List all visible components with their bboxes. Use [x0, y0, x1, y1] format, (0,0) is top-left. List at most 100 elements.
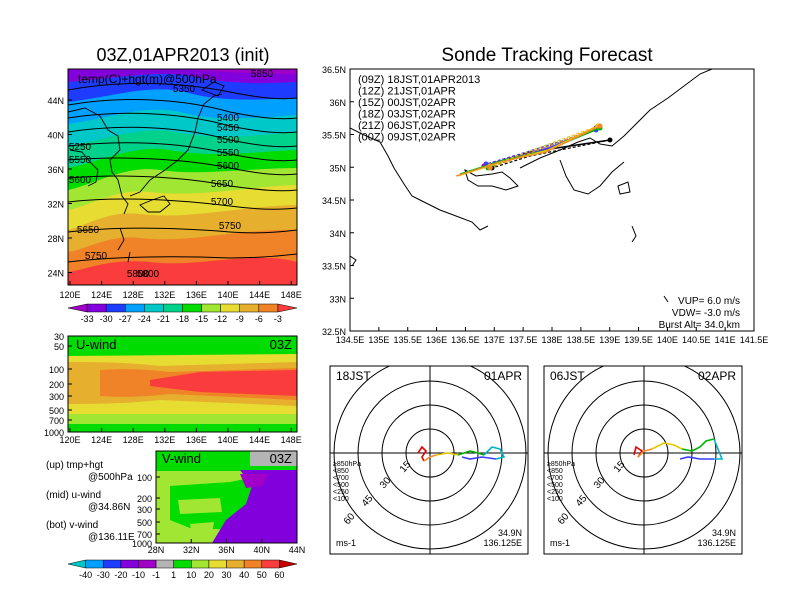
pressure-tick-label: 1000	[132, 539, 152, 549]
hodograph-lon: 136.125E	[483, 538, 522, 548]
lon-tick-label: 136E	[186, 290, 207, 300]
lat-tick-label: 32N	[47, 200, 64, 210]
hodograph-trace	[483, 446, 506, 460]
note-line1: (up) tmp+hgt	[46, 460, 103, 471]
hodo-legend-entry: <500	[547, 482, 563, 489]
ring-label: 30	[378, 475, 394, 491]
lon-tick-label: 124E	[91, 290, 112, 300]
colorbar-swatch	[182, 303, 202, 313]
hodograph-units: ms-1	[550, 538, 570, 548]
ring-label: 45	[360, 493, 376, 509]
hodo-legend-entry: <500	[333, 482, 349, 489]
left-title: 03Z,01APR2013 (init)	[96, 45, 269, 65]
hodo-legend-entry: <250	[547, 489, 563, 496]
lat-tick-label: 33.5N	[322, 262, 346, 272]
hodo-legend-entry: <850	[547, 468, 563, 475]
colorbar-swatch	[144, 303, 164, 313]
colorbar-label: 40	[239, 570, 249, 580]
contour-label: 5350	[173, 84, 196, 95]
lon-tick-label: 138E	[541, 335, 562, 345]
pressure-tick-label: 50	[54, 342, 64, 352]
descent-speed: VDW= -3.0 m/s	[672, 308, 740, 319]
contour-label: 5700	[211, 197, 234, 208]
colorbar-swatch	[258, 303, 279, 313]
pressure-tick-label: 300	[49, 392, 64, 402]
hodograph-time: 06JST	[550, 369, 585, 383]
descent-track	[489, 125, 599, 167]
colorbar-swatch	[102, 559, 122, 569]
colorbar-swatch	[86, 303, 107, 313]
lat-tick-label: 36N	[47, 165, 64, 175]
colorbar-label: -12	[214, 314, 227, 324]
pressure-tick-label: 500	[137, 518, 152, 528]
descent-track	[485, 129, 597, 165]
hodo-legend-entry: ≥850hPa	[333, 461, 361, 468]
upper-panel-label: temp(C)+hgt(m)@500hPa	[78, 72, 217, 86]
pressure-tick-label: 30	[54, 332, 64, 342]
hodograph-trace	[423, 454, 437, 462]
colorbar-label: 20	[204, 570, 214, 580]
hodo-legend-entry: <700	[333, 475, 349, 482]
lon-tick-label: 139E	[599, 335, 620, 345]
pressure-tick-label: 200	[49, 380, 64, 390]
note-line1: (mid) u-wind	[46, 490, 101, 501]
track-map-coastline	[350, 69, 713, 303]
colorbar-swatch	[67, 559, 86, 569]
track-lat-ticks: 36.5N 36N 35.5N 35N 34.5N 34N 33.5N 33N 32.5N	[322, 65, 354, 337]
lon-tick-label: 136.5E	[451, 335, 480, 345]
contour-label: 5450	[217, 123, 240, 134]
colorbar-swatch	[226, 559, 245, 569]
lon-tick-label: 135E	[368, 335, 389, 345]
hodograph-date: 01APR	[484, 369, 522, 383]
colorbar-swatch	[201, 303, 221, 313]
lat-tick-label: 36N	[218, 545, 235, 555]
pressure-tick-label: 300	[137, 505, 152, 515]
u-wind-fill	[68, 336, 297, 432]
right-title: Sonde Tracking Forecast	[441, 45, 653, 66]
colorbar-swatch	[243, 559, 263, 569]
contour-label: 5750	[85, 251, 108, 262]
colorbar-label: 50	[257, 570, 267, 580]
colorbar-swatch	[261, 559, 280, 569]
hodograph-trace	[633, 445, 644, 458]
lat-tick-label: 32.5N	[322, 327, 346, 337]
ring-label: 15	[398, 459, 414, 475]
lon-tick-label: 135.5E	[393, 335, 422, 345]
hodograph-frame	[543, 365, 743, 555]
colorbar-swatch	[155, 559, 174, 569]
run-legend-entry: (15Z) 00JST,02APR	[358, 97, 456, 109]
v-wind-fill	[156, 451, 297, 543]
colorbar-swatch	[125, 303, 145, 313]
colorbar-label: -24	[138, 314, 151, 324]
burst-point	[597, 123, 603, 129]
hodograph-trace	[681, 438, 715, 452]
sonde-tracks	[455, 123, 613, 177]
lon-tick-label: 144E	[249, 290, 270, 300]
lat-tick-label: 24N	[47, 269, 64, 279]
run-legend-entry: (21Z) 06JST,02APR	[358, 120, 456, 132]
colorbar-swatch	[220, 303, 240, 313]
colorbar-label: -21	[157, 314, 170, 324]
colorbar-label: -3	[274, 314, 282, 324]
colorbar-label: -33	[81, 314, 94, 324]
hodograph-trace	[435, 452, 459, 456]
lon-tick-label: 137.5E	[509, 335, 538, 345]
u-wind-lon-ticks: 120E 124E 128E 132E 136E 140E 144E 148E	[59, 428, 302, 445]
upper-lon-ticks: 120E 124E 128E 132E 136E 140E 144E 148E	[59, 281, 302, 300]
lon-tick-label: 140.5E	[682, 335, 711, 345]
track-map: (09Z) 18JST,01APR2013(12Z) 21JST,01APR(1…	[322, 65, 768, 345]
colorbar-label: 60	[274, 570, 284, 580]
hodograph-time: 18JST	[336, 369, 371, 383]
track-lon-ticks: 134.5E 135E 135.5E 136E 136.5E 137E 137.5E 138E…	[336, 327, 768, 345]
lon-tick-label: 124E	[91, 435, 112, 445]
hodograph-trace	[679, 456, 714, 460]
lon-tick-label: 144E	[249, 435, 270, 445]
burst-altitude: Burst Alt= 34.0 km	[659, 320, 740, 331]
lon-tick-label: 120E	[59, 290, 80, 300]
contour-label: 5850	[251, 69, 274, 80]
